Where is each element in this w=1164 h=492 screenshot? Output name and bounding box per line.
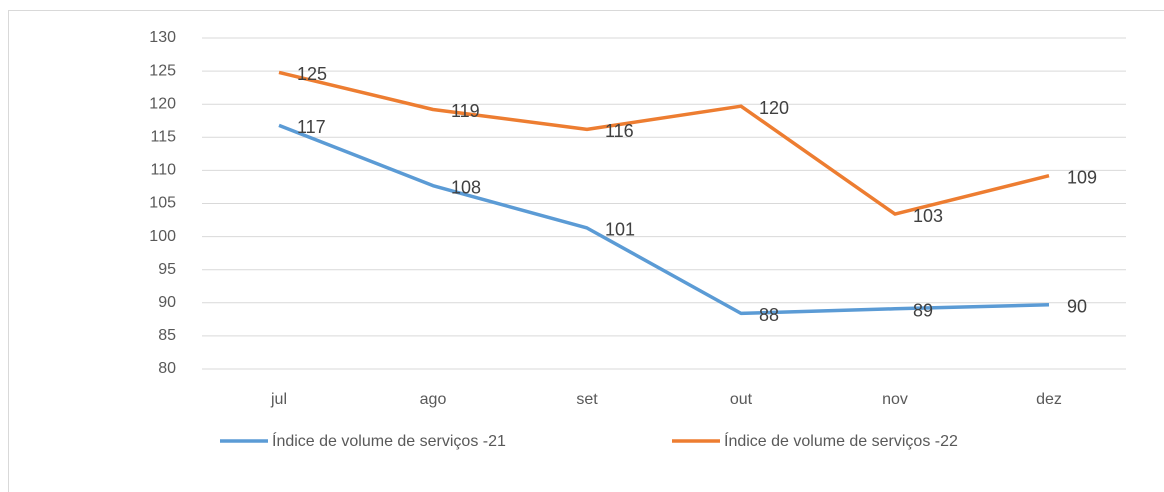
y-tick-label: 125 <box>149 62 176 79</box>
x-tick-label: out <box>730 391 753 408</box>
x-tick-label: set <box>576 391 598 408</box>
data-label: 103 <box>913 206 943 226</box>
data-label: 125 <box>297 64 327 84</box>
y-tick-label: 90 <box>158 294 176 311</box>
y-tick-label: 105 <box>149 195 176 212</box>
data-label: 88 <box>759 305 779 325</box>
y-tick-label: 85 <box>158 327 176 344</box>
x-tick-label: dez <box>1036 391 1062 408</box>
x-tick-label: nov <box>882 391 908 408</box>
data-label: 101 <box>605 220 635 240</box>
y-tick-label: 80 <box>158 360 176 377</box>
x-tick-label: jul <box>270 391 287 408</box>
data-label: 109 <box>1067 167 1097 187</box>
data-label: 116 <box>605 121 634 141</box>
data-label: 90 <box>1067 297 1087 317</box>
y-tick-label: 110 <box>150 162 176 179</box>
data-label: 117 <box>297 117 326 137</box>
y-tick-label: 120 <box>149 95 176 112</box>
series-line <box>278 70 1050 216</box>
y-tick-label: 115 <box>150 129 176 146</box>
y-tick-label: 95 <box>158 261 176 278</box>
data-label: 120 <box>759 98 789 118</box>
chart-border <box>8 10 1164 492</box>
data-label: 89 <box>913 301 933 321</box>
data-label: 119 <box>451 101 480 121</box>
y-tick-label: 100 <box>149 228 176 245</box>
x-tick-label: ago <box>420 391 447 408</box>
y-tick-label: 130 <box>149 29 176 46</box>
data-label: 108 <box>451 177 481 197</box>
legend-label: Índice de volume de serviços -21 <box>272 431 506 450</box>
legend-label: Índice de volume de serviços -22 <box>724 431 958 450</box>
series-line <box>278 123 1050 316</box>
